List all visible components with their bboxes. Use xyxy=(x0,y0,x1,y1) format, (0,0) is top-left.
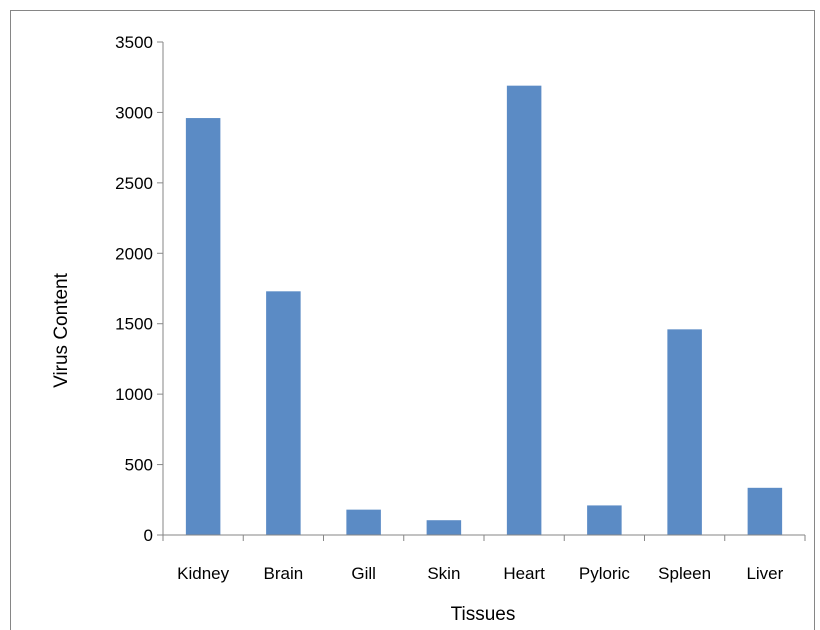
bar-brain xyxy=(266,291,301,535)
y-tick-label: 1000 xyxy=(115,385,153,404)
bar-skin xyxy=(426,520,462,535)
x-tick-label: Kidney xyxy=(177,564,229,583)
y-tick-label: 2000 xyxy=(115,244,153,263)
x-tick-label: Liver xyxy=(746,564,783,583)
bar-kidney xyxy=(185,118,221,535)
x-axis-title: Tissues xyxy=(451,604,516,625)
bar-gill xyxy=(346,509,381,535)
y-axis-title: Virus Content xyxy=(51,272,72,387)
x-tick-label: Skin xyxy=(427,564,460,583)
y-tick-label: 3000 xyxy=(115,103,153,122)
y-tick-label: 0 xyxy=(144,526,153,545)
x-axis-ticks: Kidney Brain Gill Skin Heart Pyloric Spleen Liv… xyxy=(162,535,806,583)
x-tick-label: Pyloric xyxy=(579,564,631,583)
y-tick-label: 2500 xyxy=(115,174,153,193)
y-tick-label: 1500 xyxy=(115,315,153,334)
bars xyxy=(185,85,783,535)
y-tick-label: 3500 xyxy=(115,33,153,52)
bar-heart xyxy=(506,85,542,535)
x-tick-label: Heart xyxy=(503,564,545,583)
y-axis-ticks: 0 500 1000 1500 2000 2500 3000 3500 xyxy=(115,33,163,545)
x-tick-label: Spleen xyxy=(658,564,711,583)
bar-liver xyxy=(747,487,783,535)
y-tick-label: 500 xyxy=(125,456,153,475)
x-tick-label: Gill xyxy=(351,564,376,583)
bar-pyloric xyxy=(587,505,622,535)
bar-spleen xyxy=(667,329,702,535)
x-tick-label: Brain xyxy=(264,564,304,583)
